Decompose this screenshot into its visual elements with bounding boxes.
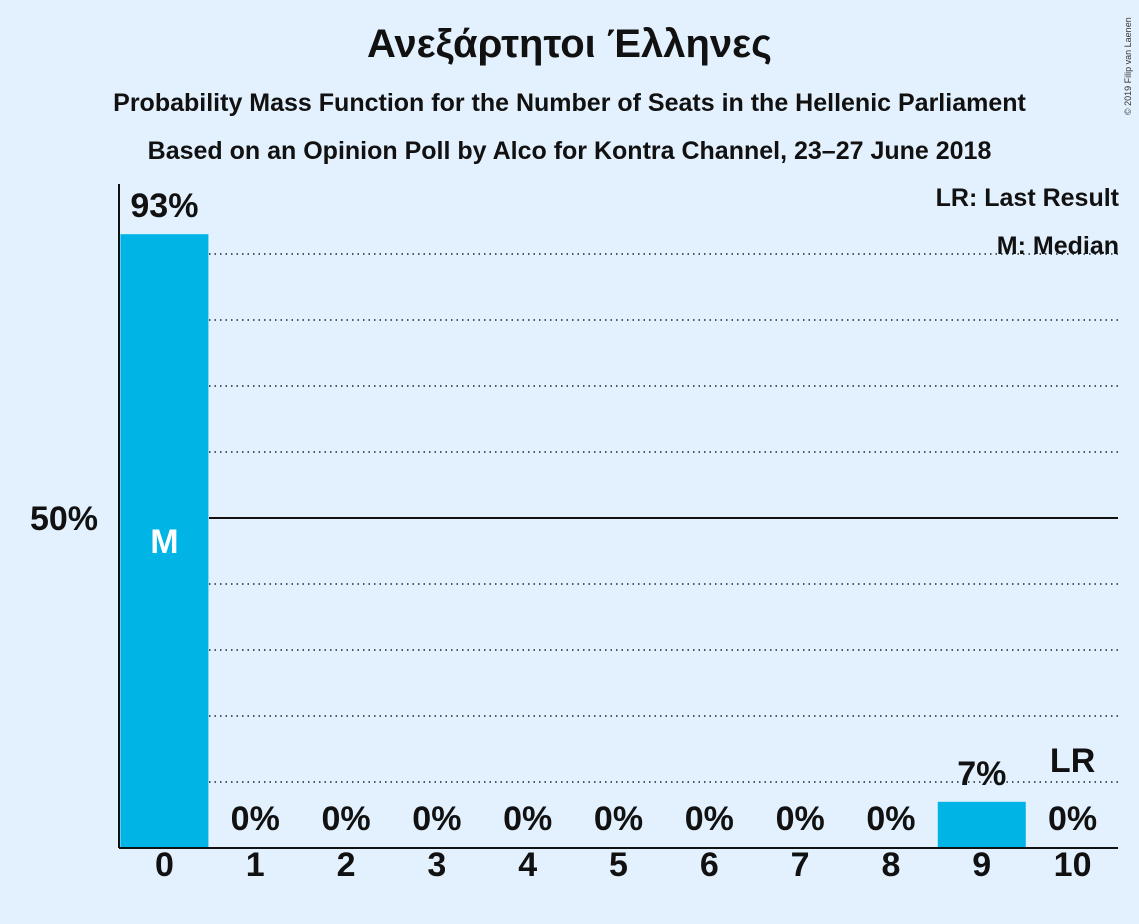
chart-title: Ανεξάρτητοι Έλληνες [367, 22, 772, 66]
chart-source-line: Based on an Opinion Poll by Alco for Kon… [147, 137, 992, 165]
x-tick-label: 10 [1054, 846, 1092, 884]
x-tick-label: 1 [246, 846, 265, 884]
data-label: 0% [594, 800, 643, 838]
x-tick-label: 8 [881, 846, 900, 884]
bar [937, 801, 1026, 848]
last-result-marker: LR [1050, 742, 1095, 780]
data-label: 0% [231, 800, 280, 838]
data-label: 0% [412, 800, 461, 838]
data-label: 0% [685, 800, 734, 838]
data-label: 0% [321, 800, 370, 838]
bar [120, 234, 209, 848]
data-label: 0% [776, 800, 825, 838]
x-tick-label: 3 [427, 846, 446, 884]
legend-last-result: LR: Last Result [935, 184, 1119, 212]
x-tick-label: 7 [791, 846, 810, 884]
data-label: 93% [130, 187, 198, 225]
y-tick-label: 50% [30, 500, 98, 538]
data-label: 0% [866, 800, 915, 838]
chart-subtitle: Probability Mass Function for the Number… [113, 89, 1026, 117]
x-tick-label: 2 [337, 846, 356, 884]
x-tick-label: 6 [700, 846, 719, 884]
data-label: 0% [1048, 800, 1097, 838]
x-tick-label: 5 [609, 846, 628, 884]
legend-median: M: Median [996, 232, 1119, 260]
x-tick-label: 4 [518, 846, 537, 884]
x-tick-label: 9 [972, 846, 991, 884]
x-tick-label: 0 [155, 846, 174, 884]
median-marker: M [150, 523, 178, 561]
data-label: 0% [503, 800, 552, 838]
data-label: 7% [957, 755, 1006, 793]
